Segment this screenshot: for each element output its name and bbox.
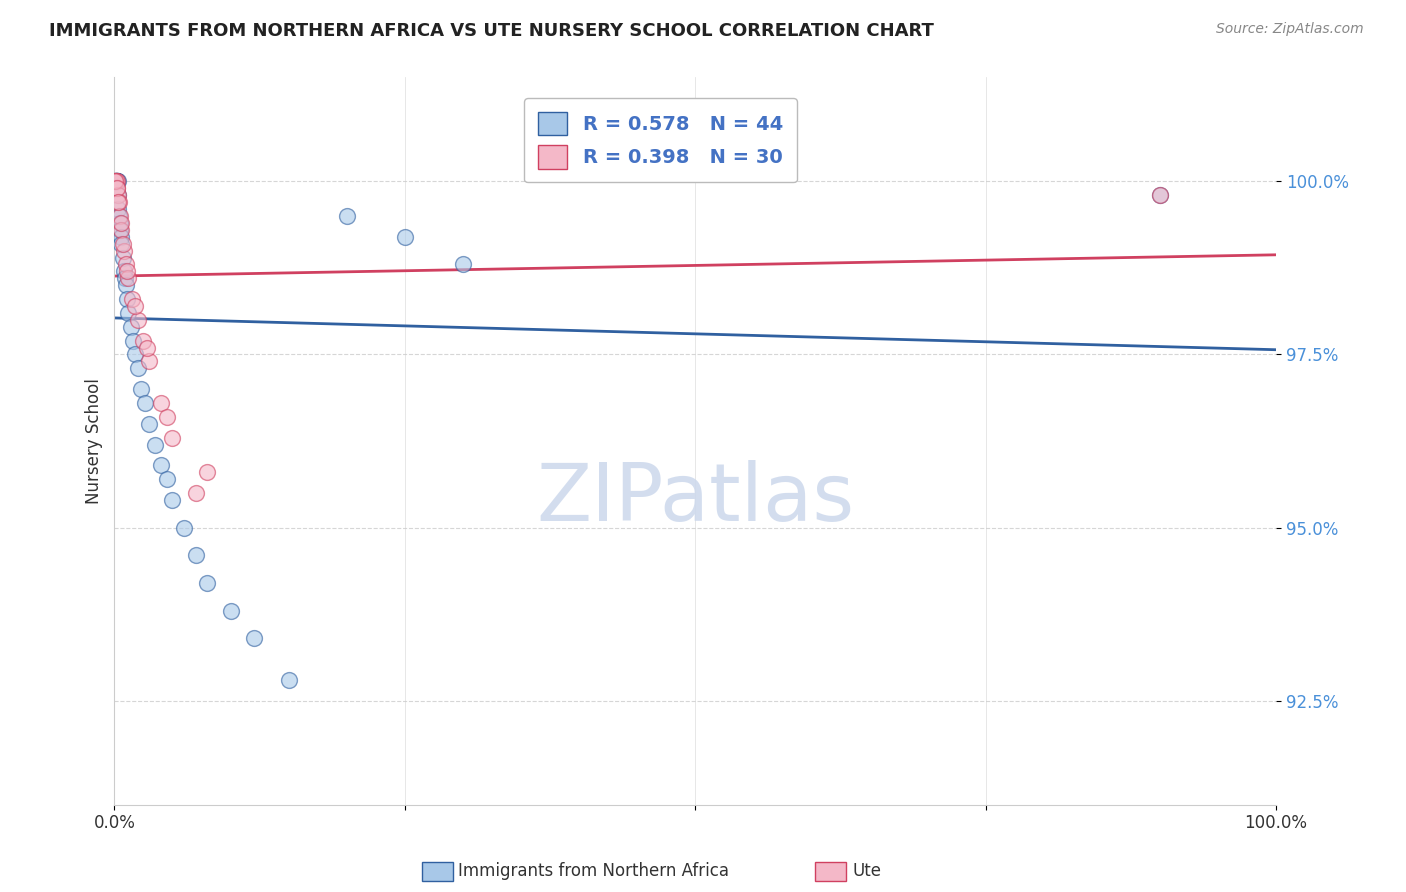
- Point: [115, 292, 138, 306]
- Point: [114, 271, 136, 285]
- Point: [120, 319, 142, 334]
- Text: IMMIGRANTS FROM NORTHERN AFRICA VS UTE NURSERY SCHOOL CORRELATION CHART: IMMIGRANTS FROM NORTHERN AFRICA VS UTE N…: [49, 22, 934, 40]
- Point: [105, 174, 128, 188]
- Point: [195, 465, 218, 479]
- Point: [107, 188, 129, 202]
- Point: [105, 174, 128, 188]
- Point: [132, 334, 155, 348]
- Point: [115, 264, 138, 278]
- Point: [105, 174, 128, 188]
- Point: [105, 174, 128, 188]
- Point: [143, 437, 166, 451]
- Point: [156, 409, 179, 424]
- Point: [451, 257, 474, 271]
- Point: [121, 292, 143, 306]
- Point: [111, 251, 134, 265]
- Point: [173, 521, 195, 535]
- Point: [149, 458, 172, 473]
- Point: [127, 361, 149, 376]
- Point: [112, 236, 135, 251]
- Point: [129, 382, 152, 396]
- Point: [117, 306, 139, 320]
- Point: [105, 181, 128, 195]
- Point: [277, 673, 299, 687]
- Point: [104, 174, 127, 188]
- Point: [104, 174, 127, 188]
- Point: [138, 417, 160, 431]
- Y-axis label: Nursery School: Nursery School: [86, 378, 103, 504]
- Point: [336, 209, 359, 223]
- Point: [112, 264, 135, 278]
- Point: [117, 271, 139, 285]
- Text: Source: ZipAtlas.com: Source: ZipAtlas.com: [1216, 22, 1364, 37]
- Point: [124, 299, 146, 313]
- Point: [110, 223, 132, 237]
- Point: [162, 431, 184, 445]
- Point: [108, 216, 131, 230]
- Point: [107, 202, 129, 216]
- Point: [1149, 188, 1171, 202]
- Point: [156, 472, 179, 486]
- Point: [107, 188, 129, 202]
- Point: [112, 244, 135, 258]
- Point: [110, 209, 132, 223]
- Text: ZIPatlas: ZIPatlas: [536, 460, 855, 538]
- Point: [107, 174, 129, 188]
- Point: [184, 486, 207, 500]
- Point: [195, 576, 218, 591]
- Point: [105, 174, 128, 188]
- Point: [127, 313, 149, 327]
- Point: [104, 174, 127, 188]
- Point: [219, 604, 242, 618]
- Point: [134, 396, 156, 410]
- Point: [104, 174, 127, 188]
- Point: [107, 195, 129, 210]
- Point: [162, 492, 184, 507]
- Point: [243, 632, 266, 646]
- Point: [124, 347, 146, 361]
- Point: [122, 334, 145, 348]
- Point: [105, 181, 128, 195]
- Point: [394, 229, 416, 244]
- Legend: R = 0.578   N = 44, R = 0.398   N = 30: R = 0.578 N = 44, R = 0.398 N = 30: [524, 98, 797, 183]
- Point: [108, 209, 131, 223]
- Point: [105, 174, 128, 188]
- Point: [110, 223, 132, 237]
- Point: [184, 549, 207, 563]
- Point: [110, 229, 132, 244]
- Point: [105, 174, 128, 188]
- Point: [108, 195, 131, 210]
- Point: [138, 354, 160, 368]
- Text: Immigrants from Northern Africa: Immigrants from Northern Africa: [458, 863, 730, 880]
- Point: [136, 341, 159, 355]
- Text: Ute: Ute: [852, 863, 882, 880]
- Point: [115, 257, 138, 271]
- Point: [110, 236, 132, 251]
- Point: [1149, 188, 1171, 202]
- Point: [104, 174, 127, 188]
- Point: [104, 174, 127, 188]
- Point: [104, 174, 127, 188]
- Point: [110, 216, 132, 230]
- Point: [149, 396, 172, 410]
- Point: [115, 278, 138, 293]
